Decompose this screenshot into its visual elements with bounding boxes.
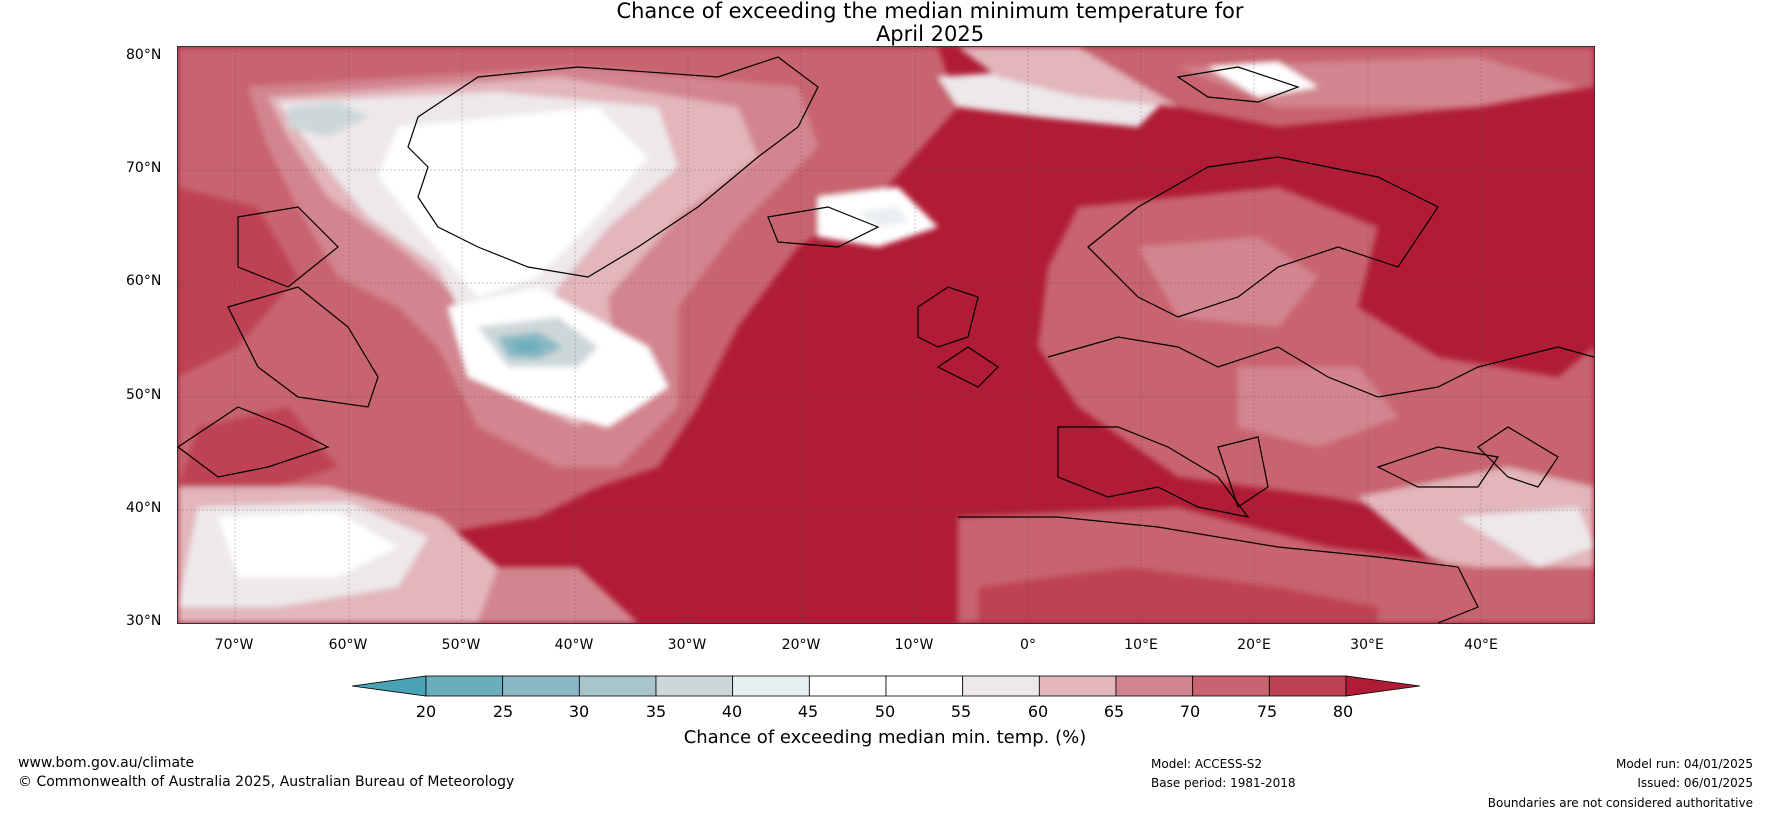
colorbar-bin [732, 675, 810, 697]
colorbar-bin [962, 675, 1040, 697]
lon-label-30e: 30°E [1350, 637, 1384, 653]
lat-label-30n: 30°N [126, 613, 162, 629]
colorbar-bin [1192, 675, 1270, 697]
tick-75: 75 [1256, 702, 1278, 721]
tick-60: 60 [1027, 702, 1049, 721]
graticule [178, 47, 1594, 623]
disclaimer-text: Boundaries are not considered authoritat… [1487, 796, 1753, 810]
title-line-1: Chance of exceeding the median minimum t… [616, 0, 1244, 23]
probability-contours [178, 47, 1594, 623]
tick-35: 35 [645, 702, 667, 721]
colorbar-bin [502, 675, 580, 697]
lat-label-80n: 80°N [126, 47, 162, 63]
lon-label-40w: 40°W [554, 637, 594, 653]
lat-label-40n: 40°N [126, 500, 162, 516]
base-period-text: Base period: 1981-2018 [1151, 776, 1296, 790]
website-link[interactable]: www.bom.gov.au/climate [18, 755, 195, 771]
colorbar-over-triangle [1345, 675, 1420, 697]
lon-label-0: 0° [1020, 637, 1036, 653]
tick-65: 65 [1103, 702, 1125, 721]
lon-label-40e: 40°E [1464, 637, 1498, 653]
colorbar-bin [1038, 675, 1117, 697]
lat-label-70n: 70°N [126, 160, 162, 176]
lat-label-60n: 60°N [126, 273, 162, 289]
tick-80: 80 [1332, 702, 1354, 721]
tick-40: 40 [721, 702, 743, 721]
chart-title: Chance of exceeding the median minimum t… [0, 0, 1770, 46]
lon-label-30w: 30°W [667, 637, 707, 653]
colorbar-bin [808, 675, 887, 697]
coastlines [178, 56, 1594, 623]
lon-label-20e: 20°E [1237, 637, 1271, 653]
colorbar-bin [578, 675, 657, 697]
colorbar-bin [1268, 675, 1347, 697]
lon-label-10e: 10°E [1124, 637, 1158, 653]
colorbar-bin [1115, 675, 1194, 697]
tick-30: 30 [568, 702, 590, 721]
colorbar [352, 675, 1420, 697]
tick-50: 50 [874, 702, 896, 721]
colorbar-under-triangle [352, 675, 427, 697]
colorbar-bin [655, 675, 734, 697]
copyright-text: © Commonwealth of Australia 2025, Austra… [18, 774, 515, 790]
lon-label-50w: 50°W [441, 637, 481, 653]
lon-label-20w: 20°W [781, 637, 821, 653]
tick-55: 55 [950, 702, 972, 721]
colorbar-title: Chance of exceeding median min. temp. (%… [683, 727, 1087, 748]
tick-25: 25 [492, 702, 514, 721]
lat-label-50n: 50°N [126, 387, 162, 403]
issued-text: Issued: 06/01/2025 [1637, 776, 1753, 790]
map-svg [178, 47, 1594, 623]
lon-label-10w: 10°W [894, 637, 934, 653]
tick-70: 70 [1179, 702, 1201, 721]
title-line-2: April 2025 [875, 22, 985, 46]
tick-45: 45 [797, 702, 819, 721]
model-text: Model: ACCESS-S2 [1151, 757, 1263, 771]
lon-label-60w: 60°W [328, 637, 368, 653]
colorbar-bin [425, 675, 504, 697]
forecast-map [177, 46, 1595, 624]
lon-label-70w: 70°W [214, 637, 254, 653]
tick-20: 20 [415, 702, 437, 721]
model-run-text: Model run: 04/01/2025 [1615, 757, 1753, 771]
colorbar-bin [885, 675, 964, 697]
